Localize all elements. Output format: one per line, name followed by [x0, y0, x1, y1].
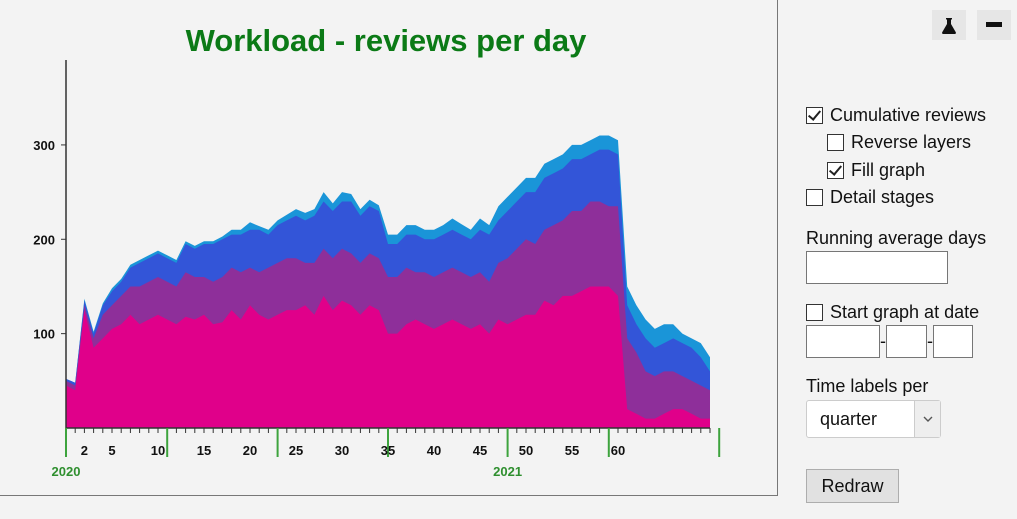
- area-layer-1: [66, 286, 710, 428]
- date-separator: -: [927, 331, 933, 351]
- fill-graph-checkbox[interactable]: [827, 162, 844, 179]
- x-tick-label: 5: [108, 443, 115, 458]
- area-layers: [66, 135, 710, 428]
- time-labels-label: Time labels per: [806, 376, 929, 396]
- y-axis-ticks: 100 200 300: [33, 138, 66, 342]
- start-month-input[interactable]: [886, 325, 927, 358]
- reverse-layers-option[interactable]: Reverse layers: [827, 132, 971, 153]
- x-tick-label: 30: [335, 443, 349, 458]
- x-tick-label: 10: [151, 443, 165, 458]
- chart-title: Workload - reviews per day: [186, 23, 588, 58]
- start-day-input[interactable]: [933, 325, 973, 358]
- y-tick-label: 200: [33, 232, 55, 247]
- x-tick-label: 15: [197, 443, 211, 458]
- reverse-layers-checkbox[interactable]: [827, 134, 844, 151]
- start-graph-checkbox[interactable]: [806, 304, 823, 321]
- x-tick-label: 60: [611, 443, 625, 458]
- detail-stages-checkbox[interactable]: [806, 189, 823, 206]
- running-average-label: Running average days: [806, 228, 987, 248]
- y-tick-label: 100: [33, 327, 55, 342]
- fill-graph-option[interactable]: Fill graph: [827, 160, 925, 181]
- detail-stages-option[interactable]: Detail stages: [806, 187, 934, 208]
- x-tick-label: 40: [427, 443, 441, 458]
- x-year-label: 2021: [493, 464, 522, 479]
- cumulative-reviews-label: Cumulative reviews: [830, 105, 987, 125]
- reverse-layers-label: Reverse layers: [851, 132, 972, 152]
- start-graph-option[interactable]: Start graph at date: [806, 302, 979, 323]
- x-tick-label: 35: [381, 443, 395, 458]
- cumulative-reviews-checkbox[interactable]: [806, 107, 823, 124]
- fill-graph-label: Fill graph: [851, 160, 926, 180]
- x-tick-label: 20: [243, 443, 257, 458]
- detail-stages-label: Detail stages: [830, 187, 935, 207]
- x-tick-label: 2: [81, 443, 88, 458]
- x-tick-label: 50: [519, 443, 533, 458]
- minus-icon[interactable]: [977, 10, 1011, 40]
- start-year-input[interactable]: [806, 325, 880, 358]
- x-year-label: 2020: [52, 464, 81, 479]
- flask-icon[interactable]: [932, 10, 966, 40]
- cumulative-reviews-option[interactable]: Cumulative reviews: [806, 105, 986, 126]
- y-tick-label: 300: [33, 138, 55, 153]
- redraw-button[interactable]: Redraw: [806, 469, 899, 503]
- time-labels-value: quarter: [820, 408, 878, 429]
- x-tick-label: 55: [565, 443, 579, 458]
- chevron-down-icon[interactable]: [914, 401, 940, 437]
- time-labels-select[interactable]: quarter: [806, 400, 941, 438]
- running-average-input[interactable]: [806, 251, 948, 284]
- date-separator: -: [880, 331, 886, 351]
- x-tick-label: 45: [473, 443, 487, 458]
- x-tick-label: 25: [289, 443, 303, 458]
- start-graph-label: Start graph at date: [830, 302, 980, 322]
